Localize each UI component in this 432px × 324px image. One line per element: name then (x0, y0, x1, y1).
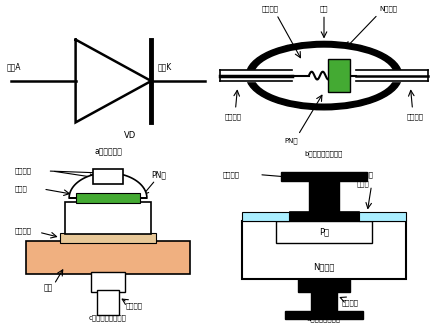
Bar (91, 272, 125, 292)
Ellipse shape (254, 48, 394, 103)
Bar (65, 202, 151, 234)
Text: c）面接触型二极管: c）面接触型二极管 (89, 315, 127, 321)
Text: 阴极K: 阴极K (158, 62, 172, 71)
Text: PN结: PN结 (285, 137, 299, 144)
Text: 阳极引线: 阳极引线 (222, 171, 239, 178)
Text: 阳极引线: 阳极引线 (225, 114, 242, 120)
Polygon shape (69, 173, 147, 198)
Bar (93, 169, 123, 184)
Bar (311, 292, 337, 311)
Bar (276, 221, 372, 243)
Bar (281, 172, 367, 181)
Text: 外壳: 外壳 (320, 6, 328, 12)
Text: 阴极引线: 阴极引线 (125, 303, 142, 309)
Text: 二氧化硅: 二氧化硅 (356, 171, 373, 178)
Text: 阴极引线: 阴极引线 (406, 114, 423, 120)
Bar (76, 192, 140, 203)
Bar (242, 221, 406, 279)
Text: N型锗片: N型锗片 (380, 6, 398, 12)
Text: P区: P区 (319, 228, 329, 237)
Text: 金锑合金: 金锑合金 (15, 227, 32, 234)
Text: 阳极A: 阳极A (6, 62, 21, 71)
Text: 铝合金: 铝合金 (15, 186, 28, 192)
Text: a）电路符号: a）电路符号 (94, 148, 122, 156)
Text: 金属触丝: 金属触丝 (261, 6, 279, 12)
Text: d）平面型二极管: d）平面型二极管 (307, 316, 341, 322)
Text: 保护层: 保护层 (356, 180, 369, 187)
Text: N型硅: N型硅 (101, 213, 115, 222)
Bar (97, 290, 119, 315)
Text: 基底: 基底 (43, 284, 52, 293)
Bar (60, 233, 156, 243)
Bar (289, 212, 359, 221)
Bar (298, 279, 350, 292)
Bar (26, 241, 190, 273)
Bar (328, 59, 350, 92)
Text: 阳极引线: 阳极引线 (15, 168, 32, 174)
Text: b）点接触型二极管: b）点接触型二极管 (305, 150, 343, 156)
Bar (309, 181, 339, 212)
Bar (242, 213, 289, 221)
Text: PN结: PN结 (151, 170, 166, 179)
Text: 阴极引线: 阴极引线 (341, 299, 358, 306)
Bar (359, 213, 406, 221)
Bar (285, 310, 363, 318)
Text: VD: VD (124, 131, 136, 140)
Text: N型硅片: N型硅片 (313, 262, 335, 271)
Ellipse shape (246, 41, 402, 110)
